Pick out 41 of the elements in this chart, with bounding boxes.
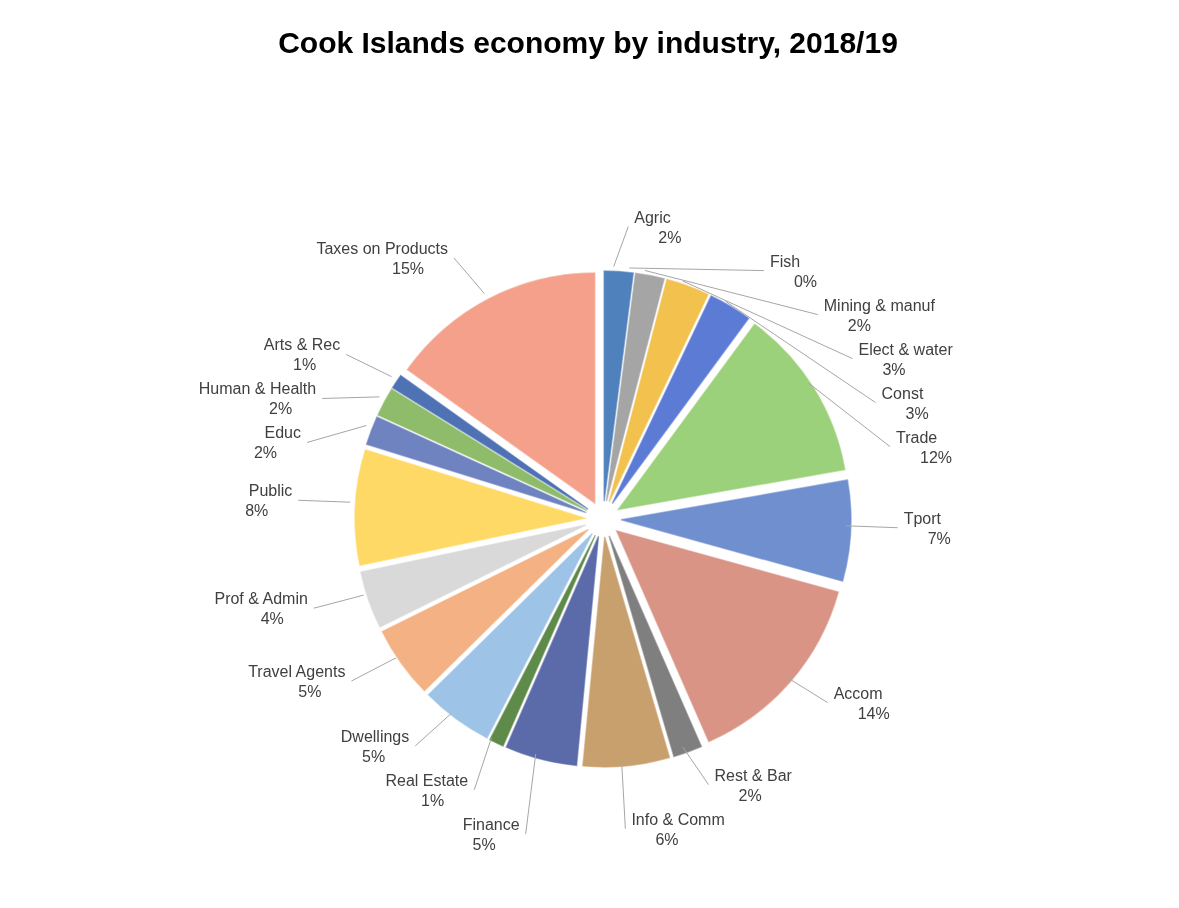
slice-label: Elect & water xyxy=(858,340,954,358)
slice-label: Dwellings xyxy=(340,727,410,745)
slice-label: Human & Health xyxy=(198,380,317,398)
data-label: 2% xyxy=(269,400,293,418)
slice-label: Educ xyxy=(264,424,302,442)
slice-label: Info & Comm xyxy=(631,810,725,828)
data-label: 1% xyxy=(421,791,445,809)
slice-label: Agric xyxy=(634,208,671,226)
slice-label: Prof & Admin xyxy=(214,590,308,608)
data-label: 2% xyxy=(847,316,871,334)
slice-label: Mining & manuf xyxy=(823,296,936,314)
slice-label: Accom xyxy=(833,684,883,702)
slice-label: Trade xyxy=(896,428,938,446)
data-label: 12% xyxy=(920,448,953,466)
slice-label: Const xyxy=(881,384,924,402)
text: 0% xyxy=(793,272,818,290)
data-label: 3% xyxy=(882,360,906,378)
data-label: 1% xyxy=(293,356,317,374)
data-label: 4% xyxy=(260,610,284,628)
slice-label: Travel Agents xyxy=(248,663,346,681)
data-label: 6% xyxy=(655,830,679,848)
slice-label: Rest & Bar xyxy=(714,766,793,784)
data-label: 15% xyxy=(392,260,425,278)
data-label: 3% xyxy=(905,404,929,422)
slice-label: Public xyxy=(248,482,293,500)
data-label: 14% xyxy=(857,704,890,722)
data-label: 7% xyxy=(927,529,951,547)
data-label: 2% xyxy=(738,786,762,804)
data-label: 5% xyxy=(472,835,496,853)
slice-label: Tport xyxy=(903,509,942,527)
data-label: 2% xyxy=(658,228,682,246)
data-label: 2% xyxy=(253,444,278,462)
slice-label: Arts & Rec xyxy=(263,336,341,354)
data-label: 5% xyxy=(298,683,322,701)
category-label: Fish xyxy=(769,252,801,270)
slice-label: Real Estate xyxy=(385,771,469,789)
slice-label: Finance xyxy=(462,815,520,833)
chart-title: Cook Islands economy by industry, 2018/19 xyxy=(277,25,899,61)
data-label: 8% xyxy=(245,502,269,520)
data-label: 5% xyxy=(362,747,386,765)
slice-label: Taxes on Products xyxy=(316,240,449,258)
